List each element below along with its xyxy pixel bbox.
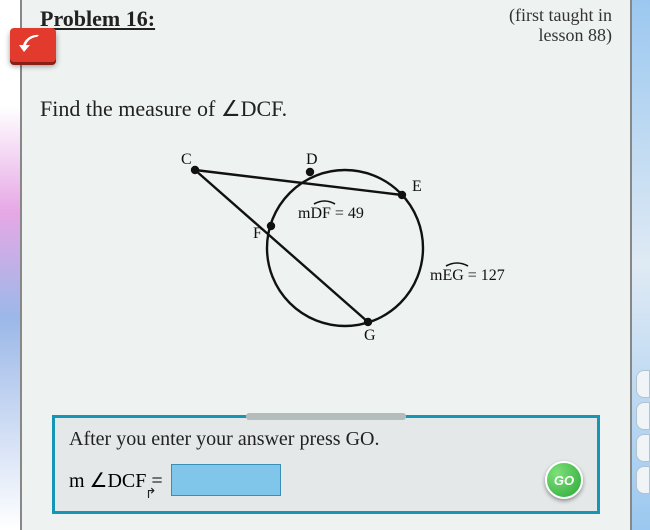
answer-box: After you enter your answer press GO. m … — [52, 415, 600, 514]
problem-panel: Problem 16: (first taught in lesson 88) … — [20, 0, 632, 530]
cursor-icon: ↱ — [145, 486, 157, 503]
problem-prompt: Find the measure of ∠DCF. — [40, 96, 612, 122]
svg-text:G: G — [364, 327, 376, 344]
lesson-ref-line1: (first taught in — [509, 6, 612, 26]
side-button[interactable] — [636, 466, 650, 494]
svg-text:D: D — [306, 151, 318, 168]
answer-input[interactable] — [171, 464, 281, 496]
header: Problem 16: (first taught in lesson 88) — [40, 6, 612, 46]
side-button[interactable] — [636, 370, 650, 398]
back-arrow-icon — [19, 34, 47, 56]
side-button-stack — [636, 370, 650, 494]
go-button[interactable]: GO — [545, 461, 583, 499]
answer-instruction: After you enter your answer press GO. — [69, 428, 583, 451]
svg-text:E: E — [412, 178, 422, 195]
lesson-ref: (first taught in lesson 88) — [509, 6, 612, 46]
problem-title: Problem 16: — [40, 6, 155, 32]
svg-text:mDF = 49: mDF = 49 — [298, 205, 364, 222]
svg-text:C: C — [181, 151, 192, 168]
diagram-svg: C D E F GmDF = 49 mEG = 127 — [150, 128, 550, 358]
svg-text:F: F — [253, 225, 262, 242]
side-button[interactable] — [636, 434, 650, 462]
back-button[interactable] — [10, 28, 56, 62]
side-button[interactable] — [636, 402, 650, 430]
geometry-diagram: C D E F GmDF = 49 mEG = 127 — [40, 128, 612, 378]
svg-text:mEG = 127: mEG = 127 — [430, 267, 505, 284]
lesson-ref-line2: lesson 88) — [509, 26, 612, 46]
drag-grip[interactable] — [246, 413, 406, 420]
